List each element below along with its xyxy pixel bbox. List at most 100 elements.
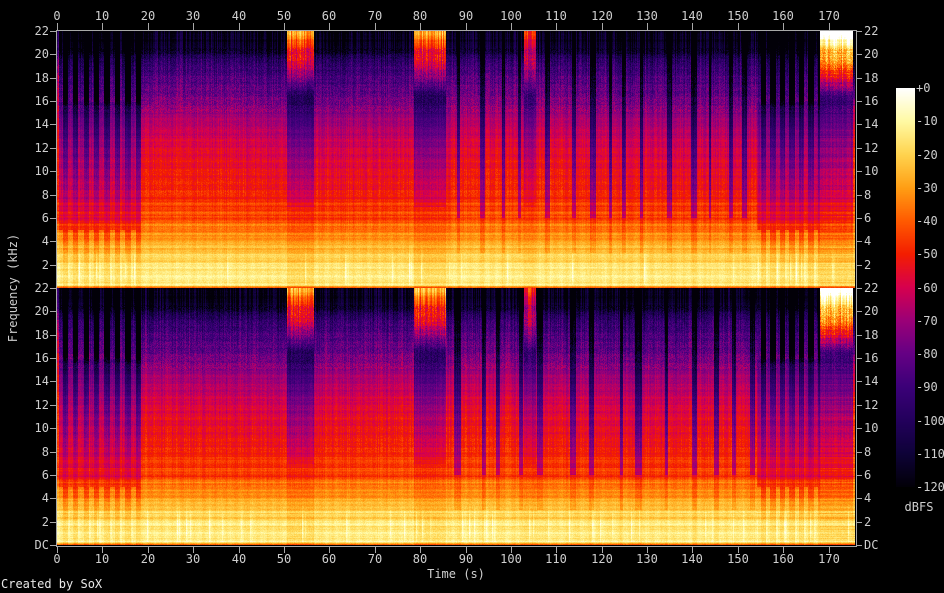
x-axis-title: Time (s) (427, 567, 485, 581)
freq-axis-tick-label: 16 (34, 351, 49, 365)
time-axis-tick-label: 110 (545, 9, 567, 23)
colorbar-tick-label: -60 (916, 281, 938, 295)
time-axis-tick (692, 23, 693, 30)
freq-axis-tick-label: 2 (41, 258, 49, 272)
colorbar-tick-label: +0 (916, 81, 931, 95)
freq-axis-tick-label: DC (34, 538, 49, 552)
freq-axis-tick (856, 311, 862, 312)
time-axis-tick-label: 170 (818, 9, 840, 23)
freq-axis-tick-label: 12 (34, 141, 49, 155)
freq-axis-tick (50, 218, 56, 219)
freq-axis-tick (50, 428, 56, 429)
freq-axis-tick-label: 4 (41, 234, 49, 248)
time-axis-tick (193, 547, 194, 553)
freq-axis-tick (50, 381, 56, 382)
colorbar-tick-label: -70 (916, 314, 938, 328)
time-axis-tick-label: 10 (94, 9, 110, 23)
freq-axis-tick (50, 31, 56, 32)
time-axis-tick (511, 23, 512, 30)
freq-axis-tick-label: 14 (34, 117, 49, 131)
freq-axis-tick (50, 195, 56, 196)
time-axis-tick (329, 547, 330, 553)
freq-axis-tick (50, 335, 56, 336)
freq-axis-tick-label: 22 (34, 281, 49, 295)
freq-axis-tick-label: 6 (41, 468, 49, 482)
freq-axis-tick (856, 545, 862, 546)
time-axis-tick (284, 547, 285, 553)
freq-axis-tick (856, 381, 862, 382)
freq-axis-tick (856, 124, 862, 125)
freq-axis-tick (856, 498, 862, 499)
freq-axis-tick (50, 522, 56, 523)
time-axis-tick-label: 140 (681, 552, 703, 566)
freq-axis-tick (50, 54, 56, 55)
freq-axis-tick (856, 522, 862, 523)
time-axis-tick (602, 23, 603, 30)
time-axis-tick (57, 547, 58, 553)
freq-axis-tick-label: 10 (34, 164, 49, 178)
time-axis-tick (193, 23, 194, 30)
time-axis-tick (239, 547, 240, 553)
time-axis-tick-label: 50 (276, 9, 292, 23)
time-axis-tick-label: 160 (772, 9, 794, 23)
freq-axis-tick (856, 195, 862, 196)
time-axis-tick-label: 170 (818, 552, 840, 566)
freq-axis-tick-label: 8 (41, 445, 49, 459)
time-axis-tick-label: 100 (500, 9, 522, 23)
time-axis-tick (647, 547, 648, 553)
time-axis-tick (284, 23, 285, 30)
time-axis-tick (783, 23, 784, 30)
freq-axis-tick (856, 218, 862, 219)
time-axis-tick (239, 23, 240, 30)
freq-axis-tick-label: 8 (41, 188, 49, 202)
time-axis-tick (466, 23, 467, 30)
freq-axis-tick-label: 20 (864, 47, 879, 61)
freq-axis-tick (856, 452, 862, 453)
freq-axis-tick-label: 10 (34, 421, 49, 435)
freq-axis-tick (50, 241, 56, 242)
freq-axis-tick (856, 101, 862, 102)
freq-axis-tick (50, 452, 56, 453)
freq-axis-tick-label: 18 (864, 328, 879, 342)
spectrogram-canvas (57, 31, 855, 545)
freq-axis-tick (50, 545, 56, 546)
freq-axis-tick-label: 16 (864, 351, 879, 365)
freq-axis-tick (856, 54, 862, 55)
time-axis-tick-label: 50 (276, 552, 292, 566)
freq-axis-tick (856, 148, 862, 149)
freq-axis-tick-label: 14 (34, 374, 49, 388)
colorbar-tick-label: -10 (916, 114, 938, 128)
freq-axis-tick (50, 101, 56, 102)
freq-axis-tick-label: 20 (34, 47, 49, 61)
freq-axis-tick (50, 475, 56, 476)
freq-axis-tick-label: 20 (34, 304, 49, 318)
time-axis-tick-label: 70 (367, 9, 383, 23)
time-axis-tick (738, 547, 739, 553)
colorbar-tick-label: -50 (916, 247, 938, 261)
time-axis-tick-label: 0 (53, 9, 61, 23)
time-axis-tick-label: 20 (140, 552, 156, 566)
freq-axis-tick (50, 148, 56, 149)
time-axis-tick (556, 547, 557, 553)
time-axis-tick-label: 30 (185, 9, 201, 23)
time-axis-tick (375, 23, 376, 30)
freq-axis-tick-label: 20 (864, 304, 879, 318)
colorbar-tick-label: -110 (916, 447, 944, 461)
time-axis-tick-label: 130 (636, 9, 658, 23)
time-axis-tick-label: 0 (53, 552, 61, 566)
freq-axis-tick-label: 16 (864, 94, 879, 108)
time-axis-tick-label: 110 (545, 552, 567, 566)
freq-axis-tick (856, 78, 862, 79)
time-axis-tick-label: 60 (321, 552, 337, 566)
time-axis-tick (102, 547, 103, 553)
colorbar-tick-label: -20 (916, 148, 938, 162)
freq-axis-tick (856, 31, 862, 32)
freq-axis-tick-label: 12 (864, 141, 879, 155)
freq-axis-tick-label: 4 (41, 491, 49, 505)
freq-axis-tick (856, 405, 862, 406)
freq-axis-tick-label: 6 (864, 211, 872, 225)
colorbar-tick-label: -100 (916, 414, 944, 428)
freq-axis-tick-label: 16 (34, 94, 49, 108)
time-axis-tick-label: 140 (681, 9, 703, 23)
